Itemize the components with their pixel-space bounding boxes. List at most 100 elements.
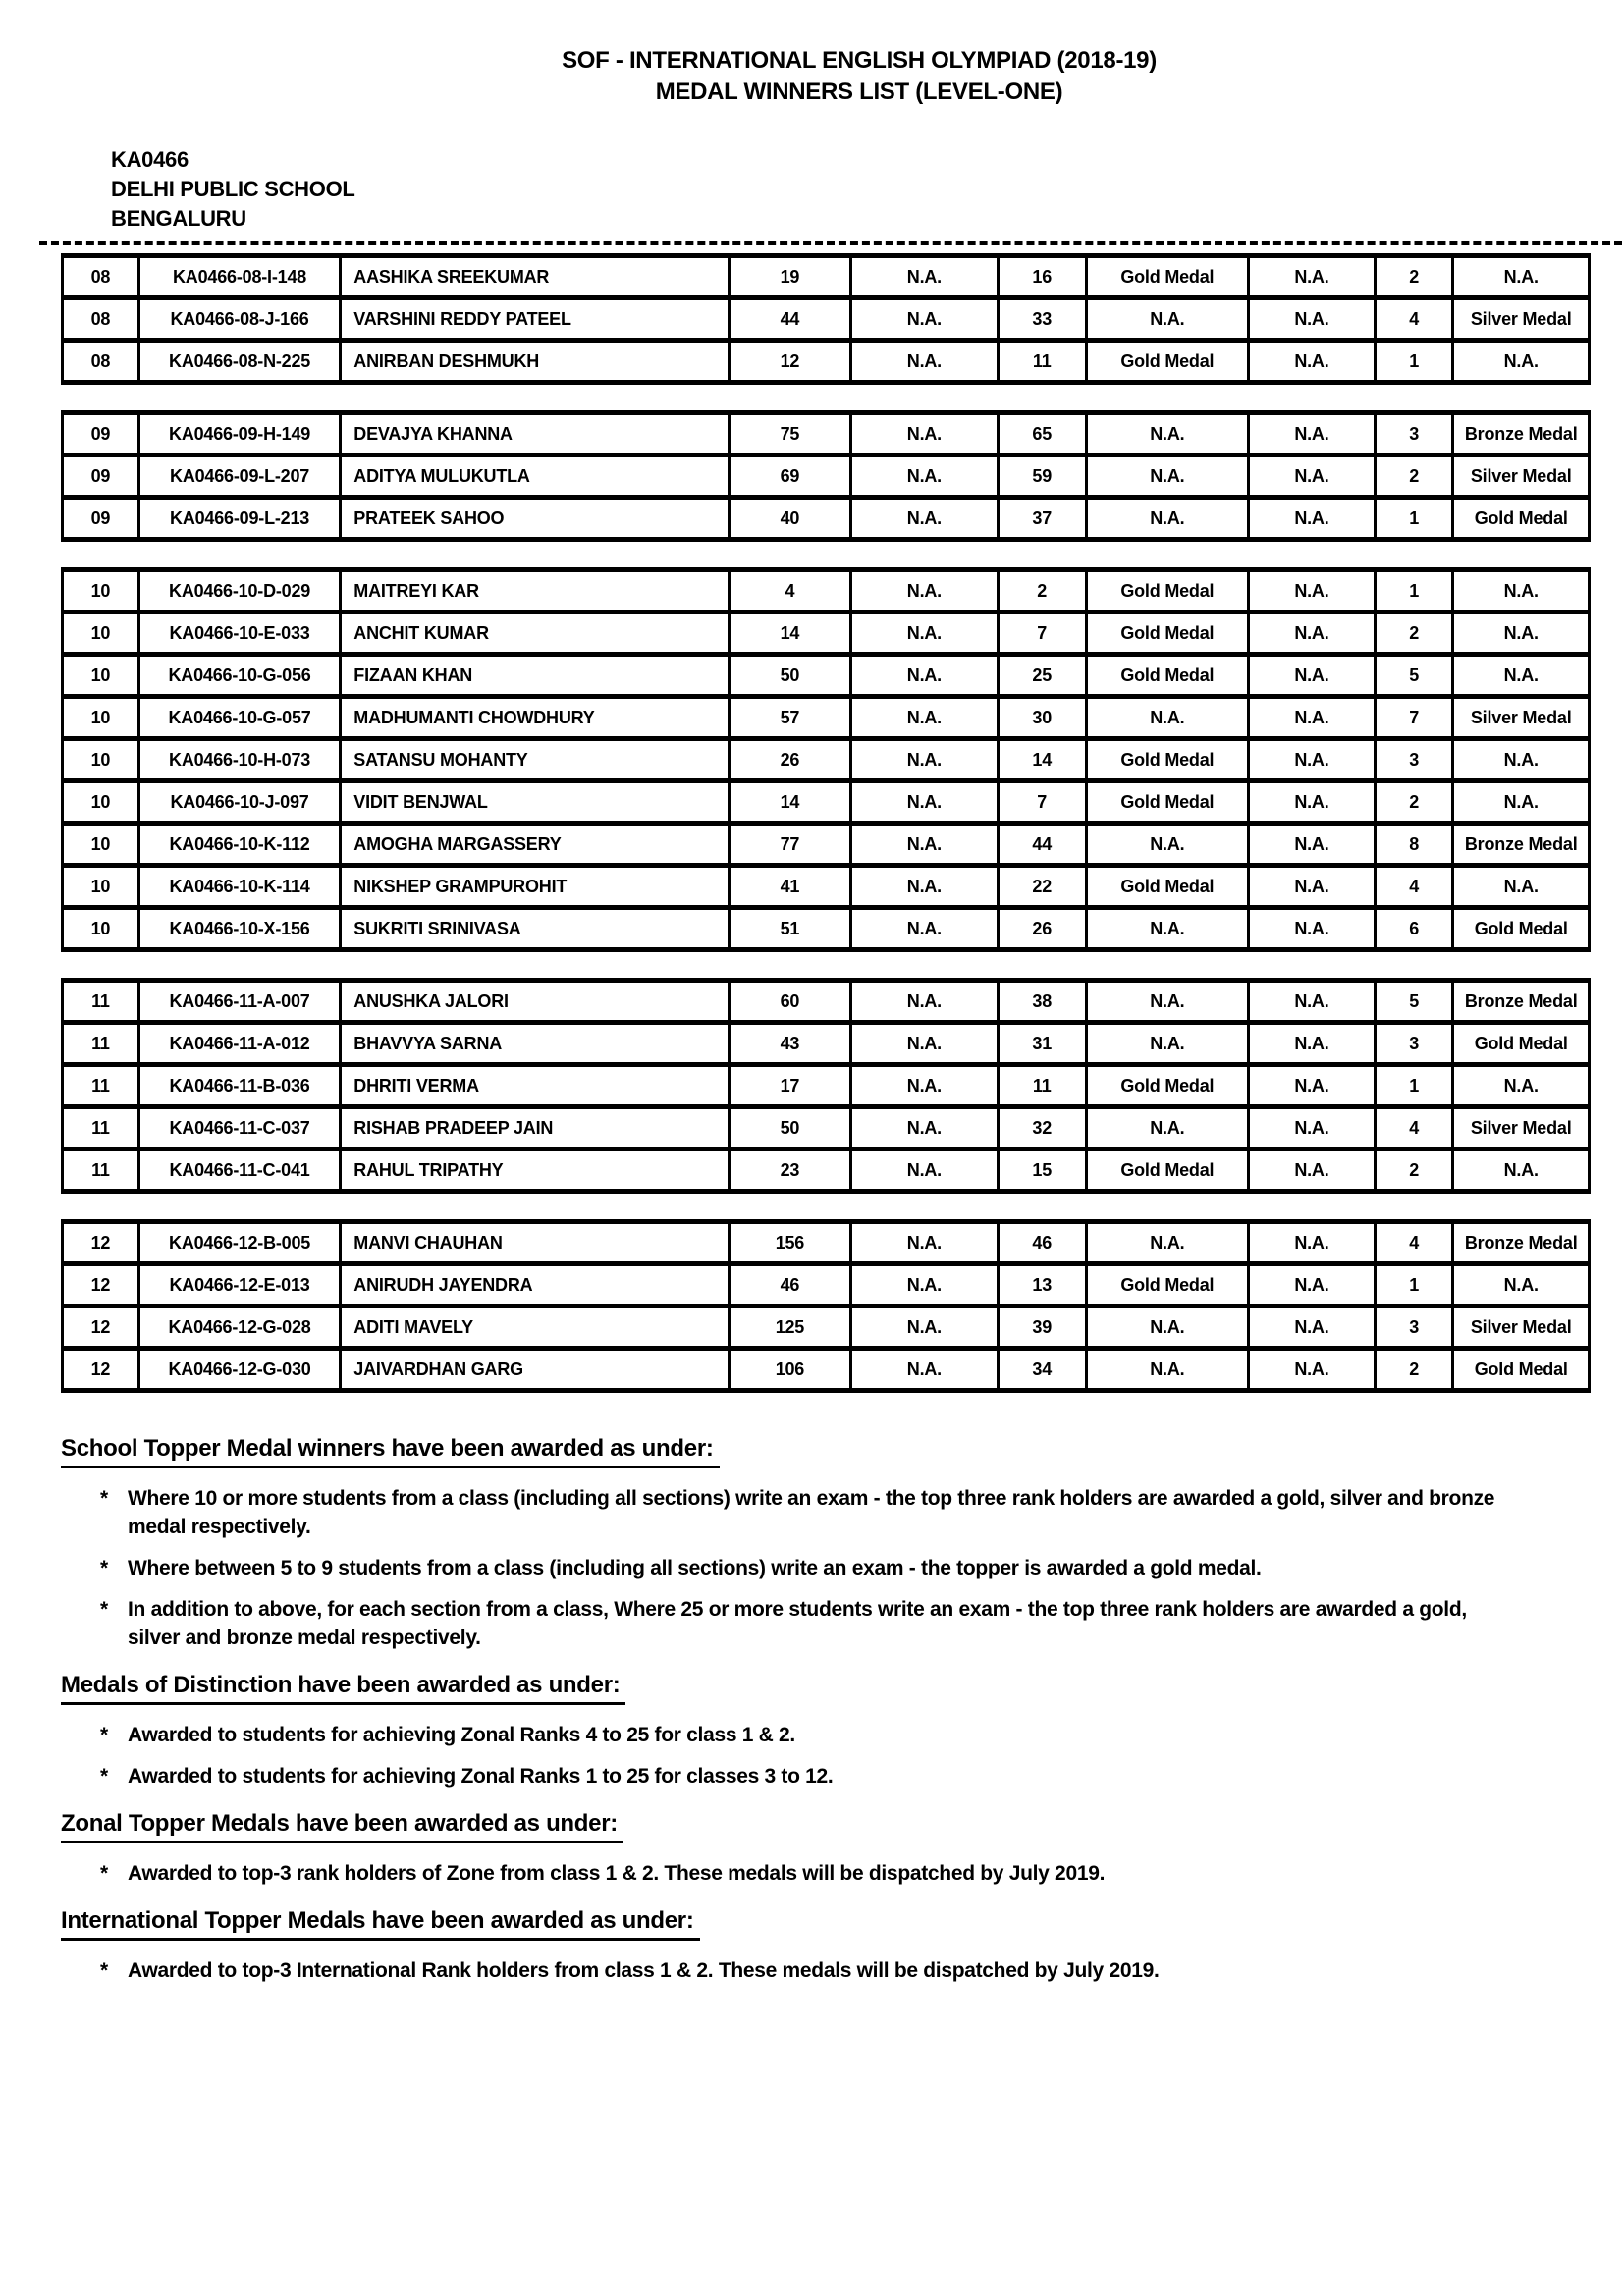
value-cell: 3: [1374, 1020, 1455, 1067]
roll-number-cell: KA0466-09-H-149: [136, 410, 343, 457]
roll-number-cell: KA0466-11-C-037: [136, 1104, 343, 1151]
student-name-cell: MADHUMANTI CHOWDHURY: [339, 694, 731, 741]
student-name-cell: JAIVARDHAN GARG: [339, 1346, 731, 1393]
student-name-cell: ADITYA MULUKUTLA: [339, 453, 731, 500]
bullet-asterisk: *: [100, 1765, 108, 1788]
value-cell: N.A.: [1246, 694, 1378, 741]
value-cell: 7: [996, 610, 1088, 657]
roll-number-cell: KA0466-12-G-030: [136, 1346, 343, 1393]
value-cell: N.A.: [1246, 652, 1378, 699]
table-row: 10 KA0466-10-H-073 SATANSU MOHANTY 26 N.A. 14…: [61, 736, 1591, 783]
medal-cell: N.A.: [1451, 1147, 1591, 1194]
table-row: 08 KA0466-08-N-225 ANIRBAN DESHMUKH 12 N.A. 1…: [61, 338, 1591, 385]
medal-cell: N.A.: [1451, 1062, 1591, 1109]
bullet-text: In addition to above, for each section f…: [128, 1598, 1467, 1649]
value-cell: N.A.: [849, 253, 1000, 300]
value-cell: N.A.: [849, 905, 1000, 952]
value-cell: 6: [1374, 905, 1455, 952]
class-cell: 12: [61, 1219, 140, 1266]
value-cell: 75: [727, 410, 853, 457]
medal-cell: N.A.: [1084, 905, 1250, 952]
table-row: 10 KA0466-10-G-056 FIZAAN KHAN 50 N.A. 25 Gold…: [61, 652, 1591, 699]
note-bullet: * Awarded to students for achieving Zonal…: [100, 1762, 1504, 1790]
class-cell: 11: [61, 978, 140, 1025]
table-row: 12 KA0466-12-B-005 MANVI CHAUHAN 156 N.A. 46 N…: [61, 1219, 1591, 1266]
roll-number-cell: KA0466-08-N-225: [136, 338, 343, 385]
medal-winner-tables: 08 KA0466-08-I-148 AASHIKA SREEKUMAR 19 N.A.…: [61, 253, 1591, 1418]
class-cell: 08: [61, 338, 140, 385]
class-cell: 08: [61, 295, 140, 343]
medal-cell: N.A.: [1451, 863, 1591, 910]
note-bullet: * Where 10 or more students from a class …: [100, 1484, 1504, 1541]
table-row: 12 KA0466-12-E-013 ANIRUDH JAYENDRA 46 N.A. 1…: [61, 1261, 1591, 1308]
value-cell: 4: [1374, 1104, 1455, 1151]
value-cell: N.A.: [849, 495, 1000, 542]
roll-number-cell: KA0466-10-G-056: [136, 652, 343, 699]
value-cell: 8: [1374, 821, 1455, 868]
medal-cell: Silver Medal: [1451, 694, 1591, 741]
value-cell: 3: [1374, 736, 1455, 783]
student-name-cell: VIDIT BENJWAL: [339, 778, 731, 826]
value-cell: 16: [996, 253, 1088, 300]
value-cell: N.A.: [1246, 1304, 1378, 1351]
value-cell: N.A.: [849, 1062, 1000, 1109]
value-cell: N.A.: [1246, 567, 1378, 614]
table-row: 10 KA0466-10-G-057 MADHUMANTI CHOWDHURY 57 N…: [61, 694, 1591, 741]
medal-cell: Silver Medal: [1451, 1104, 1591, 1151]
medal-cell: Gold Medal: [1451, 1346, 1591, 1393]
roll-number-cell: KA0466-10-D-029: [136, 567, 343, 614]
medal-cell: N.A.: [1451, 567, 1591, 614]
bullet-text: Where 10 or more students from a class (…: [128, 1487, 1495, 1538]
student-name-cell: BHAVVYA SARNA: [339, 1020, 731, 1067]
value-cell: 2: [1374, 1346, 1455, 1393]
student-name-cell: AMOGHA MARGASSERY: [339, 821, 731, 868]
roll-number-cell: KA0466-11-A-012: [136, 1020, 343, 1067]
medal-cell: N.A.: [1451, 610, 1591, 657]
class-cell: 11: [61, 1062, 140, 1109]
value-cell: N.A.: [1246, 253, 1378, 300]
value-cell: 3: [1374, 1304, 1455, 1351]
value-cell: 5: [1374, 652, 1455, 699]
value-cell: 31: [996, 1020, 1088, 1067]
bullet-asterisk: *: [100, 1862, 108, 1885]
value-cell: N.A.: [849, 338, 1000, 385]
document-subtitle: MEDAL WINNERS LIST (LEVEL-ONE): [655, 79, 1063, 105]
award-notes-section: School Topper Medal winners have been aw…: [61, 1435, 1504, 1998]
value-cell: 25: [996, 652, 1088, 699]
value-cell: N.A.: [1246, 1062, 1378, 1109]
value-cell: N.A.: [849, 694, 1000, 741]
roll-number-cell: KA0466-12-B-005: [136, 1219, 343, 1266]
value-cell: 41: [727, 863, 853, 910]
value-cell: N.A.: [1246, 1346, 1378, 1393]
student-name-cell: DEVAJYA KHANNA: [339, 410, 731, 457]
value-cell: 4: [1374, 295, 1455, 343]
class-cell: 12: [61, 1346, 140, 1393]
bullet-asterisk: *: [100, 1959, 108, 1982]
value-cell: N.A.: [1246, 1261, 1378, 1308]
medal-cell: Gold Medal: [1451, 905, 1591, 952]
value-cell: 14: [996, 736, 1088, 783]
value-cell: 44: [996, 821, 1088, 868]
value-cell: 2: [996, 567, 1088, 614]
medal-cell: Gold Medal: [1084, 652, 1250, 699]
value-cell: N.A.: [1246, 453, 1378, 500]
value-cell: N.A.: [849, 863, 1000, 910]
value-cell: N.A.: [1246, 821, 1378, 868]
value-cell: 44: [727, 295, 853, 343]
note-heading: International Topper Medals have been aw…: [61, 1907, 1504, 1941]
value-cell: 37: [996, 495, 1088, 542]
class-cell: 12: [61, 1304, 140, 1351]
roll-number-cell: KA0466-10-H-073: [136, 736, 343, 783]
medal-cell: N.A.: [1451, 736, 1591, 783]
student-name-cell: NIKSHEP GRAMPUROHIT: [339, 863, 731, 910]
value-cell: N.A.: [1246, 1104, 1378, 1151]
value-cell: 43: [727, 1020, 853, 1067]
value-cell: 12: [727, 338, 853, 385]
value-cell: N.A.: [849, 1147, 1000, 1194]
roll-number-cell: KA0466-08-I-148: [136, 253, 343, 300]
table-row: 10 KA0466-10-D-029 MAITREYI KAR 4 N.A. 2 Gold …: [61, 567, 1591, 614]
bullet-asterisk: *: [100, 1487, 108, 1510]
note-bullet: * Awarded to top-3 rank holders of Zone f…: [100, 1859, 1504, 1888]
medal-cell: N.A.: [1451, 253, 1591, 300]
